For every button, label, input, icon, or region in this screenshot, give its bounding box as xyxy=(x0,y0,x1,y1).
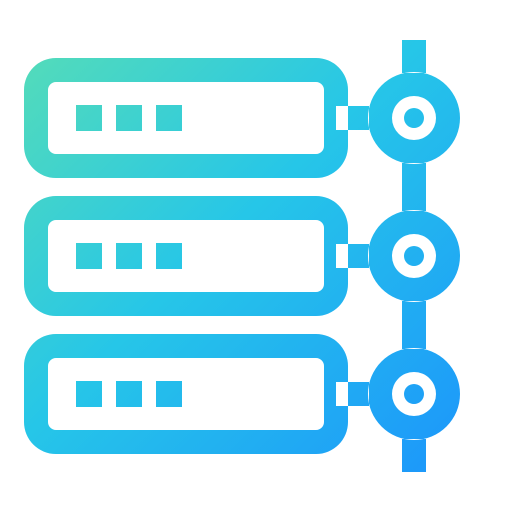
server-rack-path xyxy=(24,40,460,472)
server-rack-icon xyxy=(0,0,512,512)
